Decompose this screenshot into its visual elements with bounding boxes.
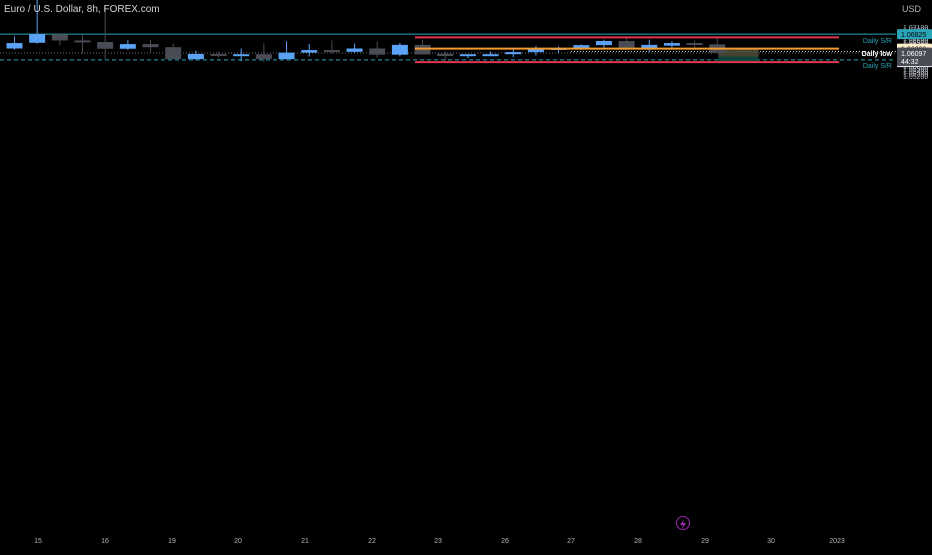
lightning-icon xyxy=(680,519,686,529)
candle[interactable] xyxy=(482,54,499,57)
daily-sr-top-label: Daily S/R xyxy=(863,38,892,45)
tradingview-logo-icon[interactable] xyxy=(676,516,690,530)
x-tick-label: 21 xyxy=(301,538,309,545)
daily-sr-bottom-label: Daily S/R xyxy=(863,63,892,70)
candle[interactable] xyxy=(51,34,68,41)
candle[interactable] xyxy=(29,34,46,43)
x-tick-label: 27 xyxy=(567,538,575,545)
x-tick-label: 30 xyxy=(767,538,775,545)
y-tick-label: 1.07100 xyxy=(903,25,928,32)
candle[interactable] xyxy=(505,52,522,55)
candle[interactable] xyxy=(686,43,703,46)
y-tick-label: 1.05300 xyxy=(903,72,928,79)
candle[interactable] xyxy=(323,50,340,53)
price-tag[interactable] xyxy=(897,29,932,40)
y-tick-label: 1.06600 xyxy=(903,38,928,45)
x-tick-label: 15 xyxy=(34,538,42,545)
x-tick-label: 26 xyxy=(501,538,509,545)
y-tick-label: 1.05200 xyxy=(903,74,928,81)
daily-low-label: Daily low xyxy=(862,51,893,58)
y-tick-label: 1.05400 xyxy=(903,69,928,76)
x-tick-label: 2023 xyxy=(829,538,845,545)
x-tick-label: 16 xyxy=(101,538,109,545)
countdown-time: 44:32 xyxy=(901,59,919,66)
candle[interactable] xyxy=(618,40,635,49)
candle[interactable] xyxy=(391,44,408,55)
candle[interactable] xyxy=(210,53,227,56)
candle[interactable] xyxy=(595,40,612,46)
price-tag-label: 1.06825 xyxy=(901,32,926,39)
candle[interactable] xyxy=(233,54,250,57)
risk-zone[interactable] xyxy=(718,48,759,57)
candle[interactable] xyxy=(187,53,204,60)
candle[interactable] xyxy=(97,42,114,49)
candle[interactable] xyxy=(346,48,363,52)
x-tick-label: 29 xyxy=(701,538,709,545)
candle[interactable] xyxy=(641,44,658,49)
candle[interactable] xyxy=(527,48,544,53)
candle[interactable] xyxy=(142,44,159,48)
candle[interactable] xyxy=(663,43,680,46)
x-tick-label: 20 xyxy=(234,538,242,545)
candle[interactable] xyxy=(573,45,590,48)
currency-label: USD xyxy=(902,4,922,14)
x-tick-label: 22 xyxy=(368,538,376,545)
countdown-tag[interactable] xyxy=(897,47,932,66)
chart-title: Euro / U.S. Dollar, 8h, FOREX.com xyxy=(4,4,160,15)
candle[interactable] xyxy=(74,40,91,43)
candle[interactable] xyxy=(369,48,386,55)
y-tick-label: 1.05600 xyxy=(903,64,928,71)
candle[interactable] xyxy=(165,47,182,60)
candle[interactable] xyxy=(459,54,476,57)
candle[interactable] xyxy=(119,44,136,49)
candle[interactable] xyxy=(255,54,272,60)
candle[interactable] xyxy=(437,53,454,57)
countdown-price: 1.06097 xyxy=(901,51,926,58)
candle[interactable] xyxy=(301,50,318,53)
x-tick-label: 19 xyxy=(168,538,176,545)
x-tick-label: 23 xyxy=(434,538,442,545)
x-tick-label: 28 xyxy=(634,538,642,545)
y-tick-label: 1.05500 xyxy=(903,66,928,73)
candle[interactable] xyxy=(278,52,295,60)
candle[interactable] xyxy=(6,43,23,49)
candle[interactable] xyxy=(414,44,431,55)
reward-zone[interactable] xyxy=(718,56,759,63)
